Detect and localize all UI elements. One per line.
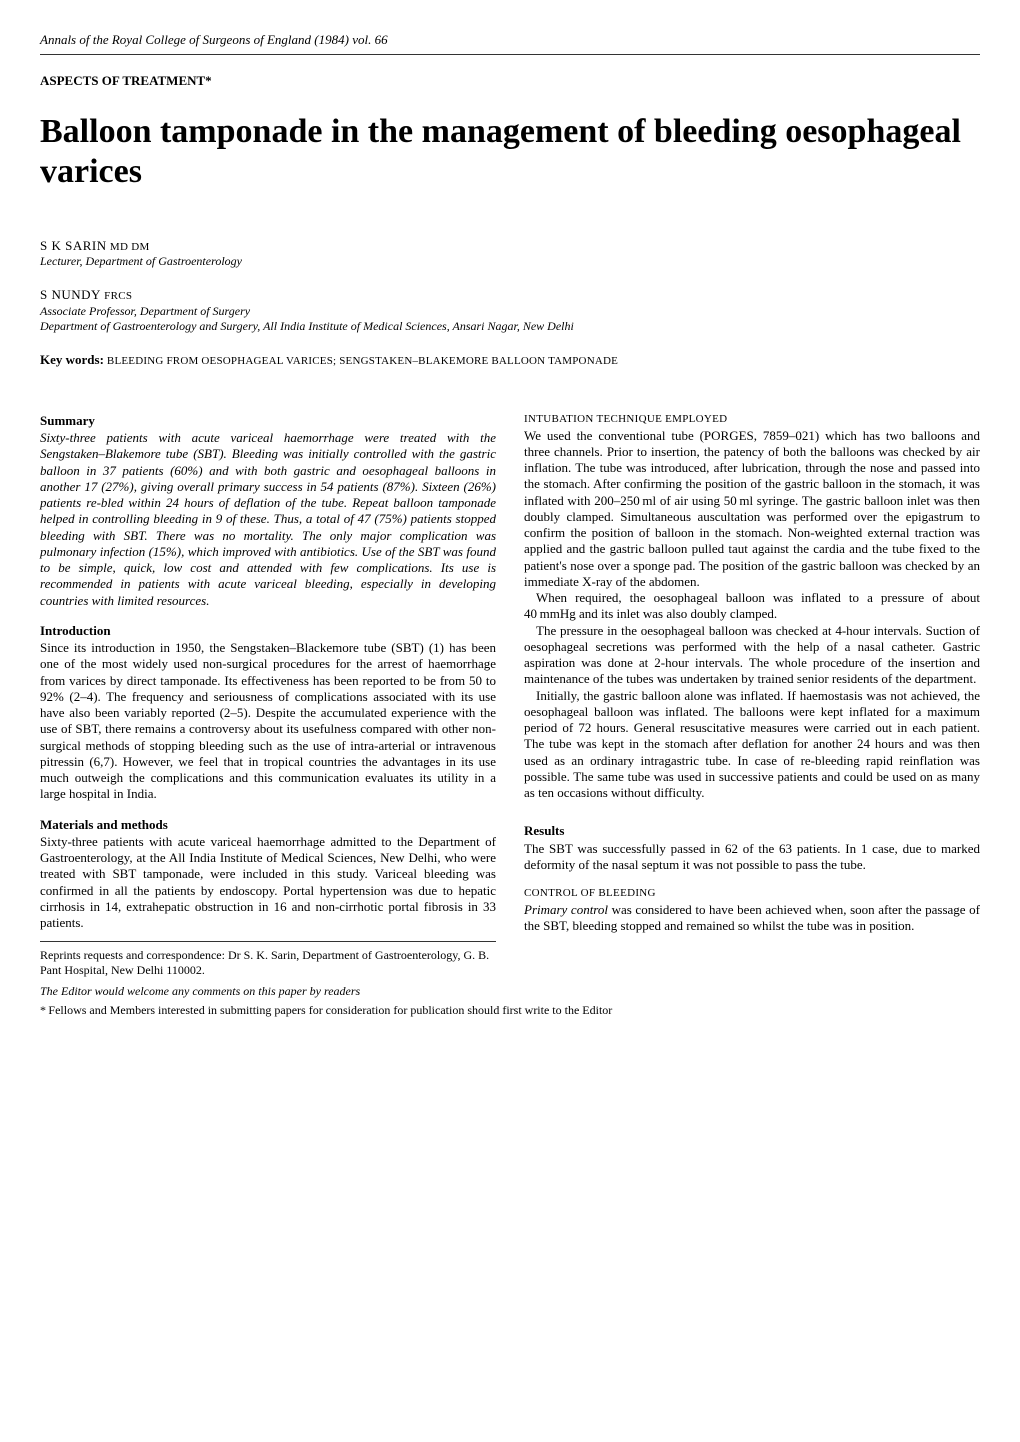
- control-bleeding-text: Primary control was considered to have b…: [524, 902, 980, 935]
- author-block-2: S NUNDY FRCS Associate Professor, Depart…: [40, 287, 980, 334]
- summary-text: Sixty-three patients with acute variceal…: [40, 430, 496, 609]
- left-column: Summary Sixty-three patients with acute …: [40, 399, 496, 1000]
- journal-citation: Annals of the Royal College of Surgeons …: [40, 32, 980, 48]
- control-bleeding-heading: CONTROL OF BLEEDING: [524, 887, 980, 901]
- intubation-p4: Initially, the gastric balloon alone was…: [524, 688, 980, 802]
- two-column-body: Summary Sixty-three patients with acute …: [40, 399, 980, 1000]
- intubation-p3: The pressure in the oesophageal balloon …: [524, 623, 980, 688]
- author-name-1: S K SARIN MD DM: [40, 238, 980, 255]
- reprint-address: Reprints requests and correspondence: Dr…: [40, 948, 496, 978]
- author-block-1: S K SARIN MD DM Lecturer, Department of …: [40, 238, 980, 270]
- results-text: The SBT was successfully passed in 62 of…: [524, 841, 980, 874]
- introduction-heading: Introduction: [40, 623, 496, 639]
- intubation-heading: INTUBATION TECHNIQUE EMPLOYED: [524, 413, 980, 427]
- rule-reprint: [40, 941, 496, 942]
- keywords-label: Key words:: [40, 352, 104, 367]
- author-affil-2: Department of Gastroenterology and Surge…: [40, 319, 980, 334]
- author-role-1: Lecturer, Department of Gastroenterology: [40, 254, 980, 269]
- fellows-footnote: * Fellows and Members interested in subm…: [40, 1003, 980, 1018]
- right-column: INTUBATION TECHNIQUE EMPLOYED We used th…: [524, 399, 980, 1000]
- author-creds-2: FRCS: [104, 290, 132, 302]
- materials-methods-heading: Materials and methods: [40, 817, 496, 833]
- article-title: Balloon tamponade in the management of b…: [40, 112, 980, 192]
- author-name-text-2: S NUNDY: [40, 287, 101, 302]
- editor-note: The Editor would welcome any comments on…: [40, 984, 496, 999]
- results-heading: Results: [524, 823, 980, 839]
- author-name-2: S NUNDY FRCS: [40, 287, 980, 304]
- materials-methods-text: Sixty-three patients with acute variceal…: [40, 834, 496, 932]
- primary-control-italic: Primary control: [524, 902, 608, 917]
- author-role-2: Associate Professor, Department of Surge…: [40, 304, 980, 319]
- keywords-text: BLEEDING FROM OESOPHAGEAL VARICES; SENGS…: [107, 355, 618, 367]
- section-label: ASPECTS OF TREATMENT*: [40, 73, 980, 89]
- introduction-text: Since its introduction in 1950, the Seng…: [40, 640, 496, 803]
- intubation-p1: We used the conventional tube (PORGES, 7…: [524, 428, 980, 591]
- author-creds-1: MD DM: [110, 241, 150, 253]
- author-name-text-1: S K SARIN: [40, 238, 107, 253]
- intubation-p2: When required, the oesophageal balloon w…: [524, 590, 980, 623]
- rule-top: [40, 54, 980, 55]
- keywords-line: Key words: BLEEDING FROM OESOPHAGEAL VAR…: [40, 352, 980, 369]
- summary-heading: Summary: [40, 413, 496, 429]
